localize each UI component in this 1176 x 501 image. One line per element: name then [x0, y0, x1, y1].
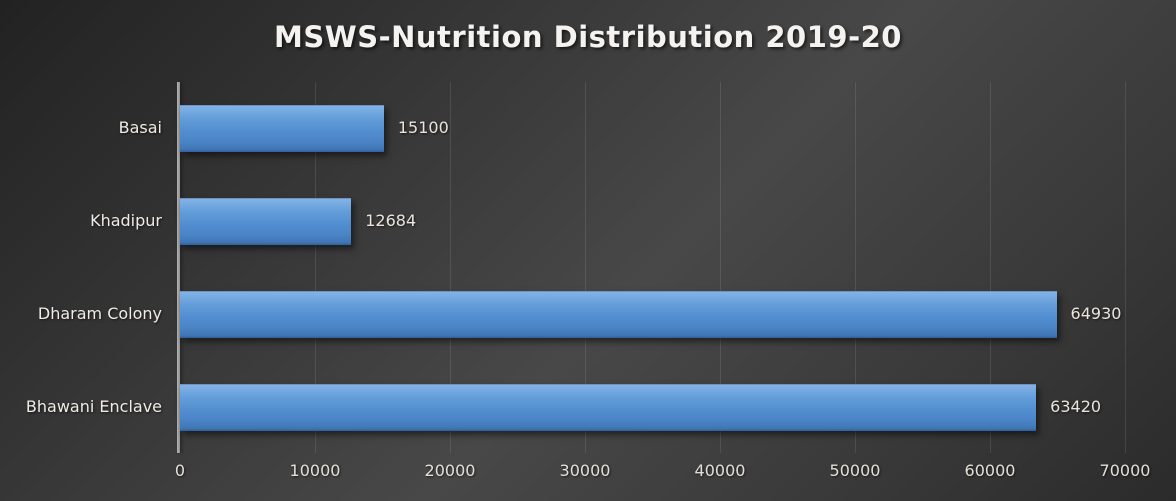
gridline-x-60000: [990, 82, 991, 453]
data-label: 12684: [365, 211, 417, 231]
category-label: Bhawani Enclave: [25, 396, 162, 416]
gridline-x-50000: [855, 82, 856, 453]
x-axis-tick-label: 40000: [694, 461, 746, 480]
gridline-x-10000: [315, 82, 316, 453]
x-axis-tick-label: 10000: [289, 461, 341, 480]
data-label: 63420: [1050, 396, 1102, 416]
category-label: Basai: [118, 118, 162, 138]
y-axis-line: [177, 82, 180, 453]
bar-bhawani-enclave: [180, 383, 1037, 431]
x-axis-tick-label: 50000: [829, 461, 881, 480]
x-axis-tick-label: 0: [174, 461, 186, 480]
gridline-x-30000: [585, 82, 586, 453]
x-axis-tick-label: 60000: [964, 461, 1016, 480]
bar-dharam-colony: [180, 290, 1057, 338]
x-axis-tick-label: 70000: [1099, 461, 1151, 480]
gridline-x-20000: [450, 82, 451, 453]
gridline-x-70000: [1125, 82, 1126, 453]
data-label: 64930: [1070, 303, 1122, 323]
category-label: Dharam Colony: [37, 303, 162, 323]
bar-basai: [180, 105, 384, 153]
x-axis-tick-label: 30000: [559, 461, 611, 480]
chart-title: MSWS-Nutrition Distribution 2019-20: [273, 20, 902, 54]
gridline-x-40000: [720, 82, 721, 453]
x-axis-tick-label: 20000: [424, 461, 476, 480]
category-label: Khadipur: [90, 211, 162, 231]
bar-khadipur: [180, 198, 352, 246]
data-label: 15100: [397, 118, 449, 138]
